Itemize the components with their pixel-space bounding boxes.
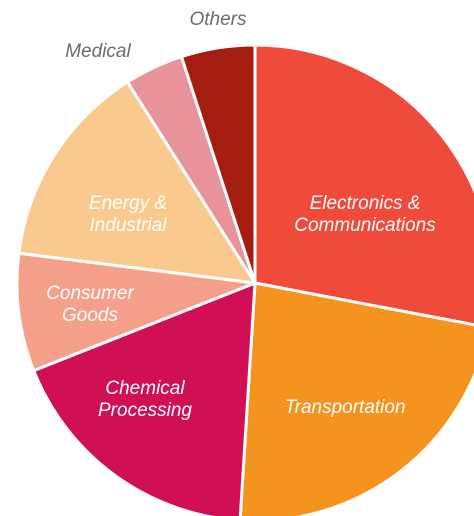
label-line: Industrial (89, 215, 167, 236)
label-line: Energy & (89, 193, 167, 214)
label-line: Goods (62, 305, 118, 326)
label-line: Consumer (46, 283, 134, 304)
pie-slice (15, 251, 256, 373)
pie-slice (17, 79, 258, 285)
label-line: Electronics & (310, 193, 421, 214)
pie-slice (179, 43, 257, 284)
slice-label: Medical (65, 41, 131, 62)
slice-label: Electronics & Communications (294, 193, 436, 236)
pie-slice (238, 281, 474, 516)
label-line: Medical (65, 41, 131, 62)
label-line: Others (189, 9, 247, 30)
slice-label: Transportation (284, 397, 405, 418)
label-line: Chemical (105, 378, 185, 399)
pie-slice (31, 280, 257, 516)
label-line: Transportation (284, 397, 405, 418)
label-line: Processing (98, 400, 192, 421)
slice-label: Others (189, 9, 247, 30)
slice-label: Energy & Industrial (89, 193, 167, 236)
slice-label: Chemical Processing (98, 378, 192, 421)
label-line: Communications (294, 215, 436, 236)
slice-label: Consumer Goods (46, 283, 134, 326)
pie-slice (253, 43, 474, 327)
